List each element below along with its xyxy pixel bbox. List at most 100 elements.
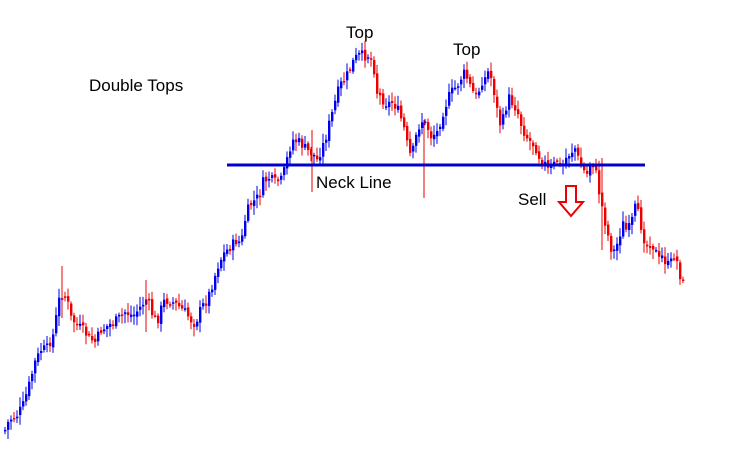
candle-body — [253, 200, 256, 206]
candle-body — [34, 360, 37, 374]
candle-body — [151, 299, 154, 316]
candle-body — [85, 326, 88, 336]
candle-body — [172, 302, 175, 304]
candle-body — [658, 251, 661, 257]
candle-body — [76, 323, 79, 326]
candle-body — [337, 86, 340, 103]
candle-body — [118, 314, 121, 317]
top-label-2: Top — [453, 40, 480, 59]
candle-body — [313, 154, 316, 157]
candle-body — [202, 303, 205, 307]
candle-body — [487, 71, 490, 79]
candle-body — [265, 176, 268, 182]
candle-body — [442, 116, 445, 129]
candle-body — [367, 57, 370, 59]
candle-body — [208, 291, 211, 306]
candle-body — [160, 305, 163, 324]
candle-body — [493, 78, 496, 95]
candle-body — [199, 307, 202, 323]
candle-body — [595, 166, 598, 171]
candle-body — [544, 161, 547, 165]
candle-body — [472, 83, 475, 91]
candle-body — [184, 308, 187, 310]
candle-body — [46, 343, 49, 345]
candle-body — [355, 54, 358, 61]
candle-body — [271, 175, 274, 178]
candle-body — [214, 275, 217, 290]
candle-body — [466, 69, 469, 79]
candle-body — [277, 179, 280, 182]
candle-body — [217, 268, 220, 277]
candle-body — [667, 260, 670, 266]
candle-body — [478, 91, 481, 96]
candle-body — [25, 394, 28, 402]
candle-body — [364, 49, 367, 61]
candle-body — [529, 137, 532, 141]
candle-body — [346, 71, 349, 81]
candle-body — [376, 73, 379, 94]
candle-body — [673, 258, 676, 260]
candle-body — [238, 241, 241, 244]
candle-body — [604, 207, 607, 226]
candle-body — [64, 296, 67, 298]
candle-body — [58, 297, 61, 317]
candle-body — [649, 246, 652, 248]
candle-body — [307, 143, 310, 150]
candle-body — [520, 114, 523, 126]
candle-body — [496, 96, 499, 108]
candle-body — [448, 92, 451, 106]
candle-body — [196, 321, 199, 327]
candle-body — [193, 324, 196, 327]
candle-body — [100, 330, 103, 333]
candle-body — [586, 170, 589, 174]
candle-body — [436, 131, 439, 137]
candle-body — [259, 195, 262, 198]
candle-body — [541, 159, 544, 165]
candle-body — [331, 112, 334, 122]
candle-body — [556, 160, 559, 162]
candle-body — [244, 220, 247, 237]
candle-body — [10, 419, 13, 422]
candle-body — [109, 323, 112, 327]
candle-body — [502, 114, 505, 125]
candle-body — [250, 202, 253, 206]
candle-body — [55, 315, 58, 334]
candle-body — [535, 145, 538, 154]
candle-body — [421, 122, 424, 128]
candle-body — [397, 105, 400, 110]
candle-body — [583, 166, 586, 171]
candle-body — [406, 125, 409, 141]
candle-body — [415, 134, 418, 146]
candle-body — [676, 256, 679, 262]
candle-body — [103, 329, 106, 332]
candle-body — [457, 86, 460, 88]
candle-body — [349, 69, 352, 71]
candle-body — [358, 53, 361, 55]
candle-body — [640, 207, 643, 230]
candle-body — [589, 164, 592, 176]
candle-body — [316, 155, 319, 160]
candle-body — [616, 243, 619, 251]
candle-body — [403, 117, 406, 128]
candle-body — [343, 81, 346, 83]
candle-body — [574, 148, 577, 152]
candle-body — [67, 296, 70, 302]
candle-body — [475, 92, 478, 95]
candle-body — [175, 300, 178, 303]
candle-body — [325, 139, 328, 143]
candle-body — [154, 315, 157, 317]
candle-body — [328, 120, 331, 141]
candle-body — [142, 304, 145, 307]
candle-body — [43, 345, 46, 350]
candle-body — [262, 177, 265, 196]
candle-body — [610, 236, 613, 252]
candle-body — [391, 101, 394, 103]
candle-body — [319, 157, 322, 161]
candle-body — [565, 157, 568, 166]
candle-body — [163, 299, 166, 308]
candle-body — [454, 87, 457, 90]
candle-body — [388, 101, 391, 108]
candle-body — [223, 252, 226, 262]
candle-body — [211, 289, 214, 293]
